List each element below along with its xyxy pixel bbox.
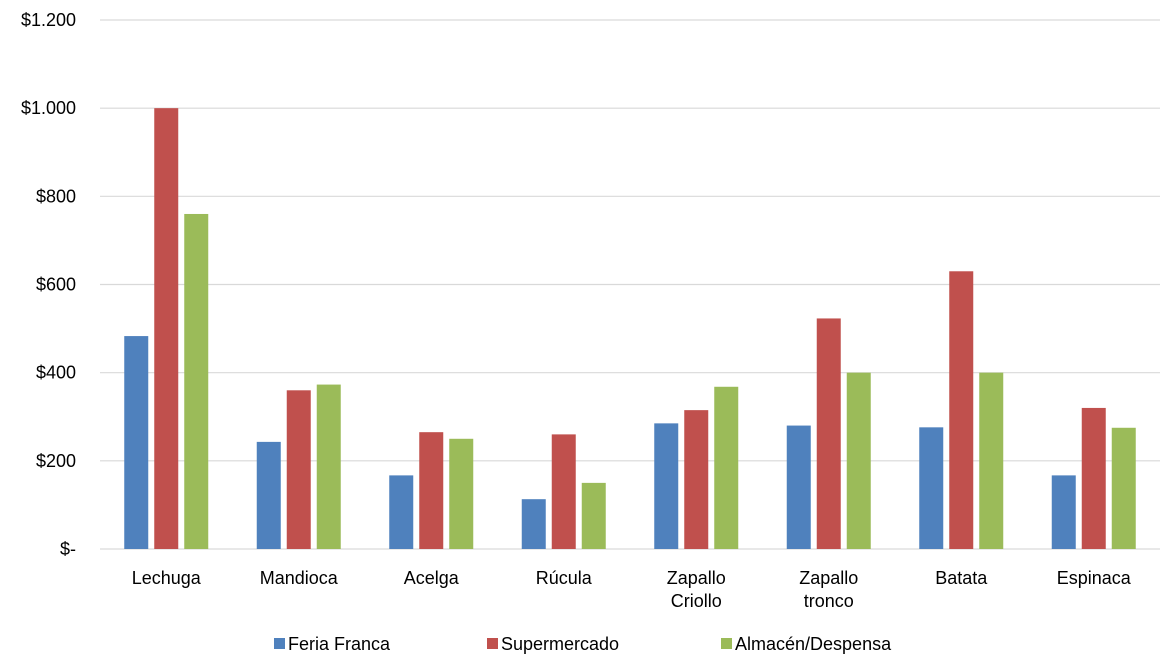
x-tick-label-line: Mandioca	[260, 568, 339, 588]
x-tick-label: Zapallo tronco	[799, 568, 858, 611]
bar-almac-n-despensa-3	[581, 482, 606, 549]
bar-feria-franca-2	[389, 475, 414, 549]
bar-almac-n-despensa-7	[1111, 427, 1136, 549]
x-tick-label-line: Rúcula	[536, 568, 593, 588]
x-tick-label-line: Espinaca	[1057, 568, 1132, 588]
legend-label: Supermercado	[501, 634, 619, 654]
x-tick-label: Batata	[935, 568, 988, 588]
x-tick-label-line: Zapallo	[667, 568, 726, 588]
x-tick-label: Zapallo Criollo	[667, 568, 726, 611]
bar-almac-n-despensa-6	[979, 372, 1004, 549]
bar-supermercado-6	[949, 271, 974, 549]
y-tick-label: $800	[36, 186, 76, 206]
legend: Feria Franca Supermercado Almacén/Despensa	[274, 634, 892, 654]
bar-supermercado-1	[286, 390, 311, 549]
y-tick-label: $1.000	[21, 98, 76, 118]
x-tick-label-line: Batata	[935, 568, 988, 588]
bar-feria-franca-1	[256, 441, 281, 549]
bar-almac-n-despensa-1	[316, 384, 341, 549]
bar-almac-n-despensa-5	[846, 372, 871, 549]
x-tick-label-line: Acelga	[404, 568, 460, 588]
bars	[124, 108, 1136, 550]
bar-supermercado-5	[816, 318, 841, 549]
x-tick-label-line: Criollo	[671, 591, 722, 611]
y-tick-label: $-	[60, 539, 76, 559]
bar-almac-n-despensa-4	[714, 386, 739, 549]
bar-supermercado-3	[551, 434, 576, 549]
bar-feria-franca-0	[124, 336, 149, 549]
legend-swatch	[274, 638, 285, 649]
bar-supermercado-0	[154, 108, 179, 550]
x-axis: Lechuga Mandioca Acelga Rúcula Zapallo Crioll…	[132, 568, 1132, 611]
bar-feria-franca-5	[786, 425, 811, 549]
legend-swatch	[487, 638, 498, 649]
bar-supermercado-7	[1081, 407, 1106, 549]
bar-supermercado-4	[684, 410, 709, 549]
bar-feria-franca-6	[919, 427, 944, 549]
legend-label: Feria Franca	[288, 634, 391, 654]
x-tick-label: Espinaca	[1057, 568, 1132, 588]
legend-label: Almacén/Despensa	[735, 634, 892, 654]
x-tick-label: Lechuga	[132, 568, 202, 588]
bar-almac-n-despensa-0	[184, 213, 209, 549]
x-tick-label: Acelga	[404, 568, 460, 588]
bar-almac-n-despensa-2	[449, 438, 474, 549]
bar-supermercado-2	[419, 432, 444, 549]
y-tick-label: $400	[36, 363, 76, 383]
y-tick-label: $200	[36, 451, 76, 471]
x-tick-label: Rúcula	[536, 568, 593, 588]
bar-feria-franca-4	[654, 423, 679, 549]
x-tick-label-line: Lechuga	[132, 568, 202, 588]
x-tick-label: Mandioca	[260, 568, 339, 588]
bar-feria-franca-7	[1051, 475, 1076, 549]
y-tick-label: $600	[36, 275, 76, 295]
y-axis: $- $200 $400 $600 $800 $1.000 $1.200	[21, 10, 76, 559]
y-tick-label: $1.200	[21, 10, 76, 30]
x-tick-label-line: Zapallo	[799, 568, 858, 588]
bar-feria-franca-3	[521, 499, 546, 549]
legend-swatch	[721, 638, 732, 649]
x-tick-label-line: tronco	[804, 591, 854, 611]
